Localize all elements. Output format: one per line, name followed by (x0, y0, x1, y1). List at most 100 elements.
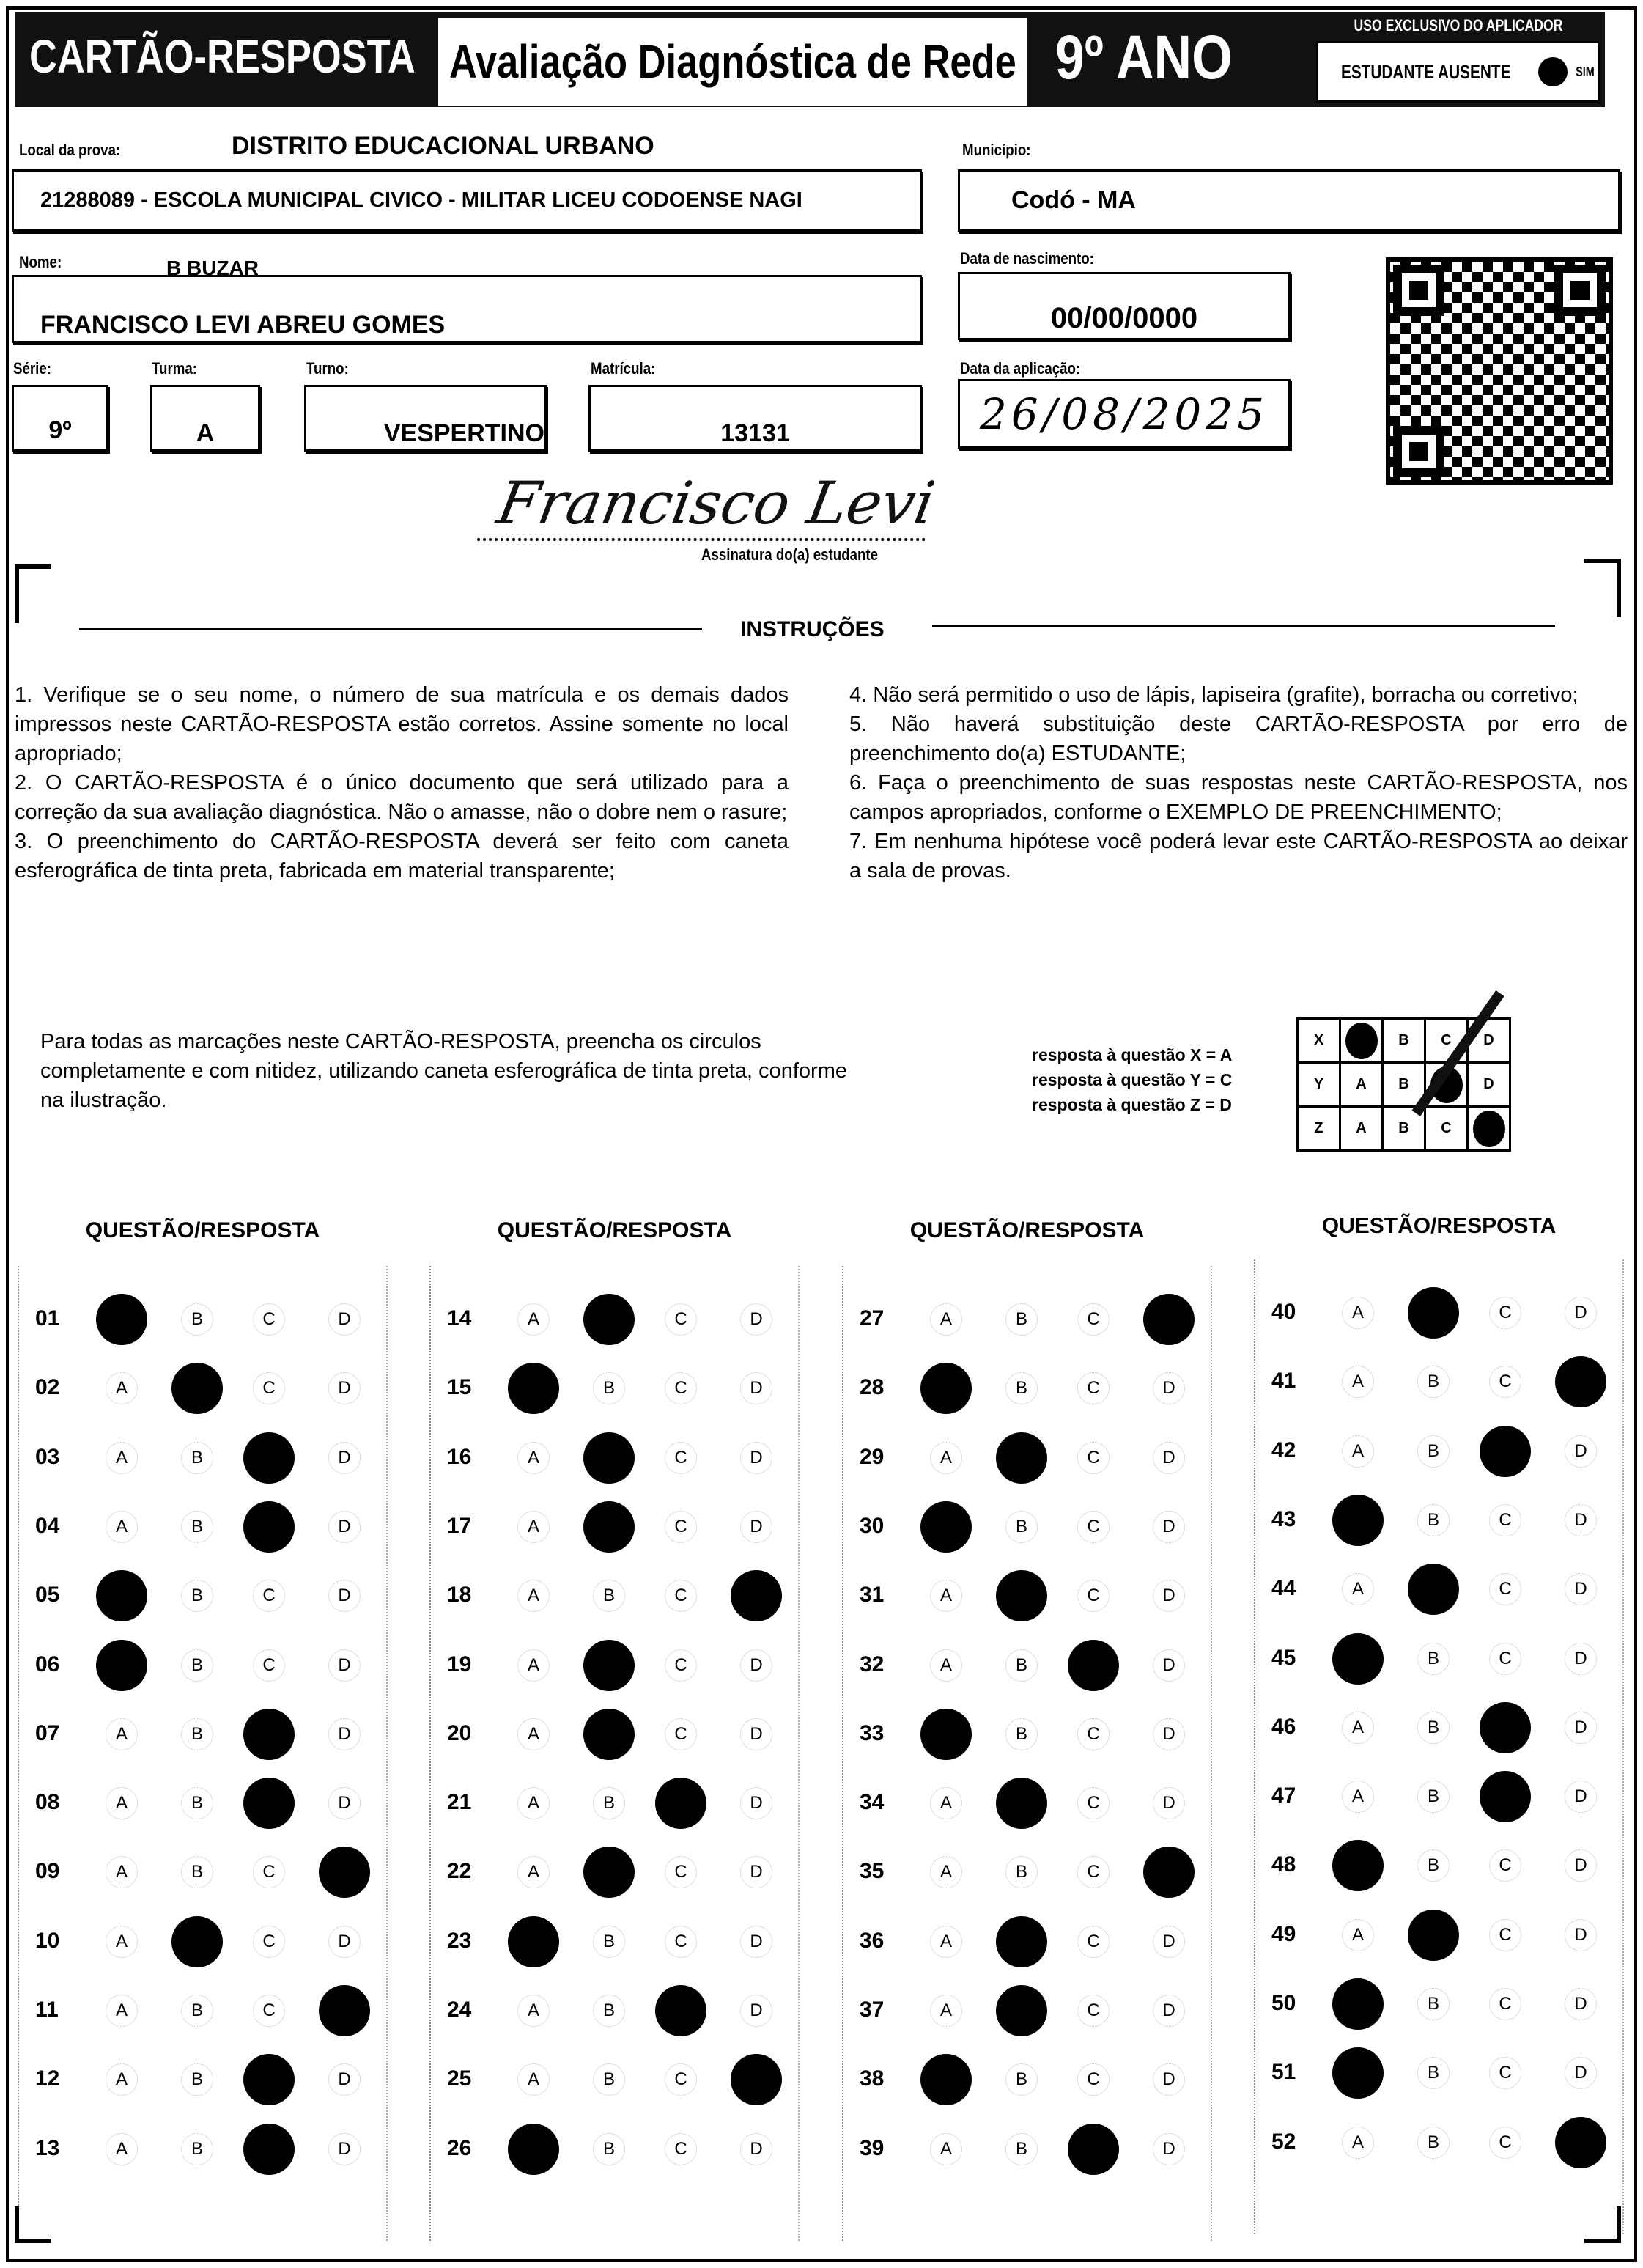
answer-bubble[interactable]: D (740, 1717, 772, 1750)
answer-bubble[interactable]: C (1489, 1297, 1521, 1329)
answer-bubble-filled[interactable] (243, 2123, 295, 2175)
answer-bubble[interactable]: D (1153, 1372, 1185, 1405)
answer-bubble[interactable]: A (930, 1441, 962, 1474)
answer-bubble[interactable]: B (1005, 1856, 1038, 1889)
answer-bubble[interactable]: B (181, 1787, 213, 1820)
answer-bubble[interactable]: B (593, 1787, 625, 1820)
answer-bubble[interactable]: B (593, 2063, 625, 2096)
answer-bubble[interactable]: A (106, 1995, 138, 2027)
answer-bubble[interactable]: B (1005, 2132, 1038, 2165)
answer-bubble[interactable]: C (1489, 2057, 1521, 2090)
answer-bubble-filled[interactable] (920, 1363, 972, 1415)
answer-bubble[interactable]: A (1342, 2126, 1374, 2159)
answer-bubble[interactable]: B (181, 1580, 213, 1613)
answer-bubble[interactable]: A (930, 1649, 962, 1682)
answer-bubble-filled[interactable] (583, 1639, 635, 1691)
absent-student-field[interactable]: ESTUDANTE AUSENTE SIM (1316, 41, 1600, 103)
answer-bubble-filled[interactable] (171, 1363, 223, 1415)
answer-bubble[interactable]: D (1565, 2057, 1597, 2090)
answer-bubble[interactable]: D (740, 2132, 772, 2165)
answer-bubble[interactable]: A (517, 1649, 550, 1682)
answer-bubble[interactable]: A (106, 1372, 138, 1405)
answer-bubble[interactable]: A (930, 1925, 962, 1958)
answer-bubble[interactable]: D (740, 1372, 772, 1405)
answer-bubble[interactable]: C (665, 2132, 697, 2165)
answer-bubble-filled[interactable] (996, 1570, 1047, 1622)
answer-bubble-filled[interactable] (1408, 1287, 1459, 1339)
answer-bubble[interactable]: D (1153, 1717, 1185, 1750)
answer-bubble[interactable]: B (181, 2063, 213, 2096)
answer-bubble-filled[interactable] (1332, 1840, 1384, 1892)
answer-bubble-filled[interactable] (319, 1847, 370, 1899)
answer-bubble[interactable]: D (1153, 2063, 1185, 2096)
answer-bubble[interactable]: D (328, 1787, 361, 1820)
answer-bubble[interactable]: D (328, 1510, 361, 1543)
answer-bubble[interactable]: C (665, 1510, 697, 1543)
answer-bubble[interactable]: D (1153, 1441, 1185, 1474)
answer-bubble[interactable]: A (930, 1856, 962, 1889)
answer-bubble[interactable]: C (1077, 1995, 1110, 2027)
answer-bubble[interactable]: D (328, 1372, 361, 1405)
answer-bubble[interactable]: D (740, 1995, 772, 2027)
answer-bubble-filled[interactable] (655, 1985, 706, 2036)
answer-bubble[interactable]: B (1417, 1366, 1450, 1399)
answer-bubble[interactable]: B (1417, 1642, 1450, 1675)
answer-bubble[interactable]: C (1077, 1580, 1110, 1613)
answer-bubble-filled[interactable] (996, 1985, 1047, 2036)
answer-bubble[interactable]: A (517, 2063, 550, 2096)
answer-bubble[interactable]: A (517, 1580, 550, 1613)
signature-line[interactable] (477, 538, 926, 541)
answer-bubble[interactable]: C (253, 1856, 285, 1889)
answer-bubble-filled[interactable] (1555, 1356, 1606, 1408)
answer-bubble-filled[interactable] (1332, 1494, 1384, 1546)
answer-bubble[interactable]: D (740, 1787, 772, 1820)
answer-bubble[interactable]: C (1077, 1441, 1110, 1474)
answer-bubble[interactable]: B (593, 1580, 625, 1613)
answer-bubble-filled[interactable] (1332, 1632, 1384, 1685)
answer-bubble-filled[interactable] (1408, 1564, 1459, 1616)
answer-bubble[interactable]: D (1565, 1503, 1597, 1536)
answer-bubble-filled[interactable] (508, 1915, 559, 1967)
answer-bubble-filled[interactable] (96, 1639, 147, 1691)
answer-bubble[interactable]: A (106, 1510, 138, 1543)
answer-bubble[interactable]: A (930, 2132, 962, 2165)
answer-bubble[interactable]: D (328, 1441, 361, 1474)
answer-bubble[interactable]: B (1417, 1503, 1450, 1536)
answer-bubble[interactable]: C (665, 1856, 697, 1889)
answer-bubble[interactable]: A (1342, 1297, 1374, 1329)
answer-bubble[interactable]: A (517, 1717, 550, 1750)
answer-bubble[interactable]: D (1565, 1435, 1597, 1468)
answer-bubble[interactable]: A (1342, 1918, 1374, 1951)
answer-bubble-filled[interactable] (583, 1708, 635, 1760)
answer-bubble-filled[interactable] (1480, 1425, 1531, 1477)
answer-bubble[interactable]: A (517, 1995, 550, 2027)
answer-bubble-filled[interactable] (920, 1708, 972, 1760)
answer-bubble[interactable]: C (665, 1925, 697, 1958)
answer-bubble[interactable]: C (665, 1580, 697, 1613)
answer-bubble[interactable]: C (1077, 1372, 1110, 1405)
answer-bubble[interactable]: D (1153, 2132, 1185, 2165)
answer-bubble[interactable]: B (1005, 1649, 1038, 1682)
answer-bubble-filled[interactable] (1068, 2123, 1119, 2175)
answer-bubble[interactable]: C (665, 1717, 697, 1750)
answer-bubble-filled[interactable] (1480, 1701, 1531, 1753)
answer-bubble[interactable]: D (1565, 1988, 1597, 2020)
answer-bubble[interactable]: C (1077, 2063, 1110, 2096)
answer-bubble-filled[interactable] (96, 1570, 147, 1622)
answer-bubble-filled[interactable] (996, 1432, 1047, 1484)
answer-bubble[interactable]: A (930, 1303, 962, 1336)
answer-bubble[interactable]: D (1153, 1649, 1185, 1682)
answer-bubble[interactable]: A (106, 1787, 138, 1820)
answer-bubble[interactable]: D (328, 2132, 361, 2165)
answer-bubble[interactable]: C (253, 1303, 285, 1336)
answer-bubble[interactable]: A (517, 1787, 550, 1820)
answer-bubble[interactable]: A (1342, 1573, 1374, 1606)
answer-bubble-filled[interactable] (1143, 1847, 1195, 1899)
answer-bubble-filled[interactable] (1143, 1294, 1195, 1345)
answer-bubble-filled[interactable] (655, 1778, 706, 1830)
aplicacao-field[interactable]: 26/08/2025 (958, 379, 1291, 449)
answer-bubble[interactable]: D (1153, 1580, 1185, 1613)
answer-bubble[interactable]: C (1489, 1849, 1521, 1882)
answer-bubble-filled[interactable] (171, 1915, 223, 1967)
answer-bubble[interactable]: B (1417, 2126, 1450, 2159)
